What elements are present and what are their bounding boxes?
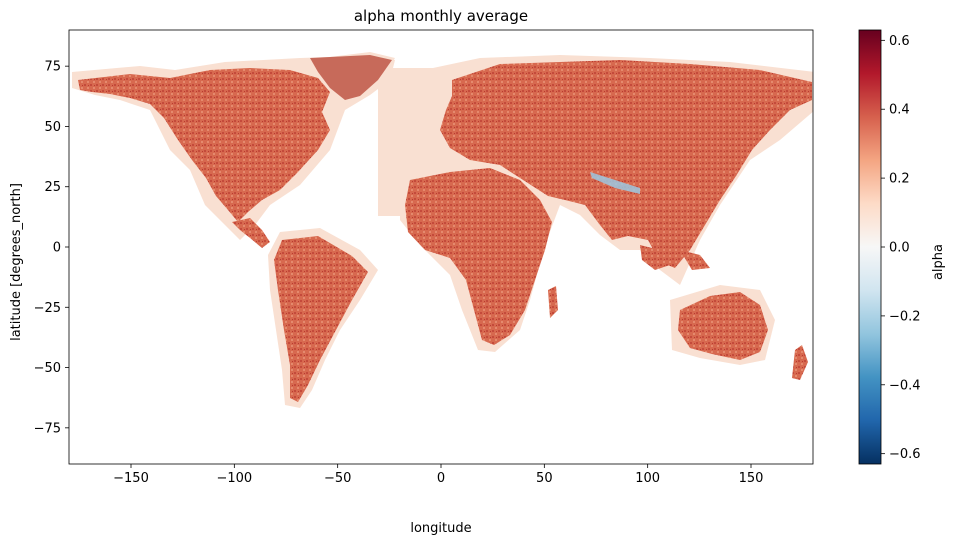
colorbar-label: alpha	[931, 244, 946, 280]
colorbar-tick-label: −0.4	[889, 378, 921, 393]
y-axis: 75 50 25 0 −25 −50 −75	[34, 60, 69, 436]
map-plot-area	[69, 30, 813, 464]
colorbar-tick-label: −0.2	[889, 309, 921, 324]
chart-title: alpha monthly average	[354, 7, 528, 25]
colorbar-tick-label: 0.6	[889, 34, 910, 49]
colorbar-ticks: 0.6 0.4 0.2 0.0 −0.2 −0.4 −0.6	[881, 34, 921, 462]
y-tick-label: 0	[53, 241, 61, 256]
y-tick-label: −75	[34, 421, 61, 436]
y-axis-label: latitude [degrees_north]	[9, 183, 24, 341]
x-axis-label: longitude	[410, 521, 471, 536]
x-tick-label: 50	[536, 471, 553, 486]
y-tick-label: 75	[44, 60, 61, 75]
y-tick-label: 50	[44, 120, 61, 135]
colorbar-tick-label: 0.0	[889, 241, 910, 256]
colorbar-tick-label: −0.6	[889, 447, 921, 462]
colorbar-tick-label: 0.4	[889, 103, 910, 118]
x-axis: −150 −100 −50 0 50 100 150	[113, 464, 763, 486]
colorbar-gradient	[858, 29, 882, 465]
land-mass	[78, 55, 812, 402]
y-tick-label: −50	[34, 361, 61, 376]
colorbar: 0.6 0.4 0.2 0.0 −0.2 −0.4 −0.6 alpha	[858, 29, 946, 465]
x-tick-label: 150	[739, 471, 764, 486]
y-tick-label: 25	[44, 180, 61, 195]
x-tick-label: −150	[113, 471, 149, 486]
colorbar-tick-label: 0.2	[889, 172, 910, 187]
x-tick-label: 100	[635, 471, 660, 486]
y-tick-label: −25	[34, 301, 61, 316]
x-tick-label: −50	[324, 471, 351, 486]
negative-anomaly-region	[590, 172, 640, 194]
x-tick-label: 0	[437, 471, 445, 486]
x-tick-label: −100	[216, 471, 252, 486]
